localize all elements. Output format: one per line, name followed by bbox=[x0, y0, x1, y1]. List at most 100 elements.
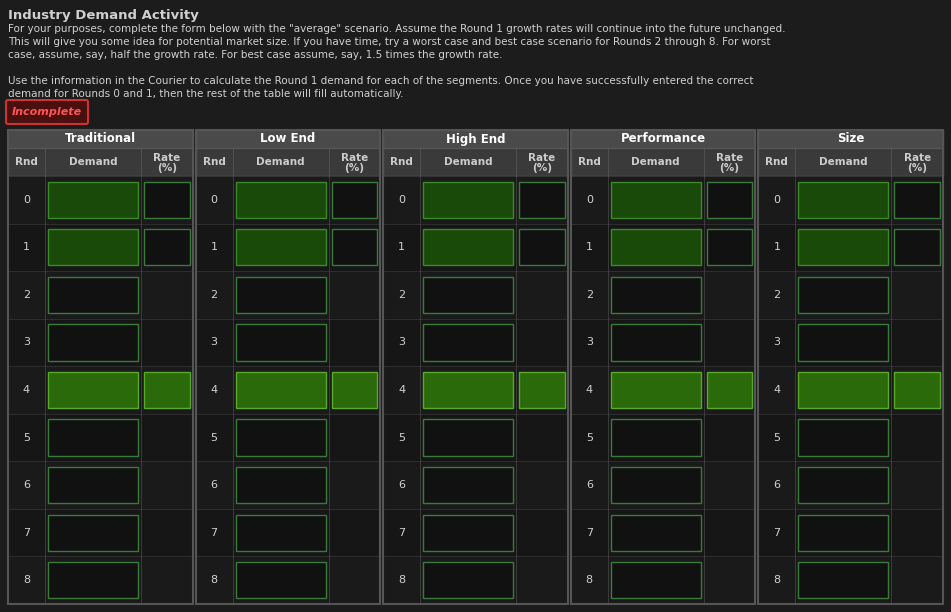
Bar bbox=[423, 372, 514, 408]
Bar bbox=[423, 277, 514, 313]
Text: 6: 6 bbox=[586, 480, 592, 490]
Bar bbox=[611, 230, 701, 266]
Text: 7: 7 bbox=[23, 528, 30, 538]
Bar bbox=[798, 515, 888, 551]
Text: 1: 1 bbox=[23, 242, 30, 252]
Text: 4: 4 bbox=[586, 385, 592, 395]
Bar bbox=[236, 277, 325, 313]
Bar bbox=[332, 182, 378, 218]
Bar bbox=[423, 515, 514, 551]
Text: 5: 5 bbox=[773, 433, 781, 442]
Text: 3: 3 bbox=[23, 337, 30, 348]
Text: Demand: Demand bbox=[631, 157, 680, 167]
Bar bbox=[332, 372, 378, 408]
Bar bbox=[8, 223, 193, 271]
Text: 6: 6 bbox=[398, 480, 405, 490]
Text: Rate: Rate bbox=[340, 153, 368, 163]
Text: 3: 3 bbox=[773, 337, 781, 348]
Bar bbox=[758, 176, 943, 223]
Text: 4: 4 bbox=[23, 385, 30, 395]
Bar bbox=[383, 319, 568, 366]
Bar bbox=[798, 467, 888, 503]
Text: 6: 6 bbox=[23, 480, 30, 490]
Bar bbox=[707, 372, 752, 408]
Text: 0: 0 bbox=[398, 195, 405, 205]
Text: 5: 5 bbox=[210, 433, 218, 442]
Bar bbox=[196, 130, 380, 148]
Text: Low End: Low End bbox=[261, 133, 316, 146]
Bar bbox=[519, 372, 565, 408]
Bar bbox=[196, 130, 380, 604]
Bar bbox=[196, 176, 380, 223]
Bar bbox=[611, 467, 701, 503]
Bar bbox=[236, 324, 325, 360]
Text: Rate: Rate bbox=[153, 153, 181, 163]
Text: demand for Rounds 0 and 1, then the rest of the table will fill automatically.: demand for Rounds 0 and 1, then the rest… bbox=[8, 89, 403, 99]
Bar bbox=[8, 366, 193, 414]
Text: Demand: Demand bbox=[444, 157, 493, 167]
Text: Size: Size bbox=[837, 133, 864, 146]
Text: Rnd: Rnd bbox=[578, 157, 601, 167]
Bar bbox=[611, 562, 701, 599]
Text: 7: 7 bbox=[773, 528, 781, 538]
Bar bbox=[236, 467, 325, 503]
Text: Traditional: Traditional bbox=[65, 133, 136, 146]
Text: 5: 5 bbox=[586, 433, 592, 442]
Bar bbox=[144, 372, 189, 408]
Bar bbox=[8, 461, 193, 509]
Bar bbox=[894, 372, 940, 408]
Bar bbox=[236, 562, 325, 599]
Bar bbox=[8, 271, 193, 319]
Bar bbox=[758, 556, 943, 604]
Bar bbox=[611, 182, 701, 218]
Text: 7: 7 bbox=[210, 528, 218, 538]
Text: Rate: Rate bbox=[529, 153, 555, 163]
Bar bbox=[8, 148, 193, 176]
Bar bbox=[758, 148, 943, 176]
Bar bbox=[707, 182, 752, 218]
Bar bbox=[423, 419, 514, 455]
Text: Performance: Performance bbox=[621, 133, 706, 146]
Text: Rnd: Rnd bbox=[766, 157, 788, 167]
Bar bbox=[383, 271, 568, 319]
Text: Rnd: Rnd bbox=[203, 157, 225, 167]
Text: 1: 1 bbox=[586, 242, 592, 252]
Bar bbox=[236, 419, 325, 455]
Bar bbox=[798, 324, 888, 360]
Bar bbox=[798, 419, 888, 455]
Text: 2: 2 bbox=[210, 290, 218, 300]
Text: (%): (%) bbox=[344, 163, 364, 173]
Bar bbox=[758, 130, 943, 604]
Bar bbox=[8, 414, 193, 461]
Bar bbox=[48, 467, 138, 503]
Text: (%): (%) bbox=[157, 163, 177, 173]
Bar bbox=[8, 509, 193, 556]
Text: 0: 0 bbox=[23, 195, 30, 205]
Bar bbox=[383, 223, 568, 271]
Bar bbox=[571, 271, 755, 319]
Text: case, assume, say, half the growth rate. For best case assume, say, 1.5 times th: case, assume, say, half the growth rate.… bbox=[8, 50, 502, 60]
Bar bbox=[196, 556, 380, 604]
Bar bbox=[383, 130, 568, 148]
Bar bbox=[48, 515, 138, 551]
Bar bbox=[236, 230, 325, 266]
Bar bbox=[798, 372, 888, 408]
Bar bbox=[48, 324, 138, 360]
Text: 2: 2 bbox=[773, 290, 781, 300]
Bar bbox=[758, 271, 943, 319]
Text: 4: 4 bbox=[210, 385, 218, 395]
Bar bbox=[144, 182, 189, 218]
Text: 8: 8 bbox=[210, 575, 218, 585]
Bar bbox=[571, 319, 755, 366]
Bar bbox=[571, 556, 755, 604]
Bar bbox=[894, 182, 940, 218]
Bar bbox=[611, 515, 701, 551]
Bar bbox=[196, 319, 380, 366]
Text: 5: 5 bbox=[398, 433, 405, 442]
Bar bbox=[383, 148, 568, 176]
Text: 7: 7 bbox=[398, 528, 405, 538]
Bar bbox=[423, 182, 514, 218]
Bar bbox=[8, 130, 193, 604]
Text: 8: 8 bbox=[773, 575, 781, 585]
Bar bbox=[196, 509, 380, 556]
